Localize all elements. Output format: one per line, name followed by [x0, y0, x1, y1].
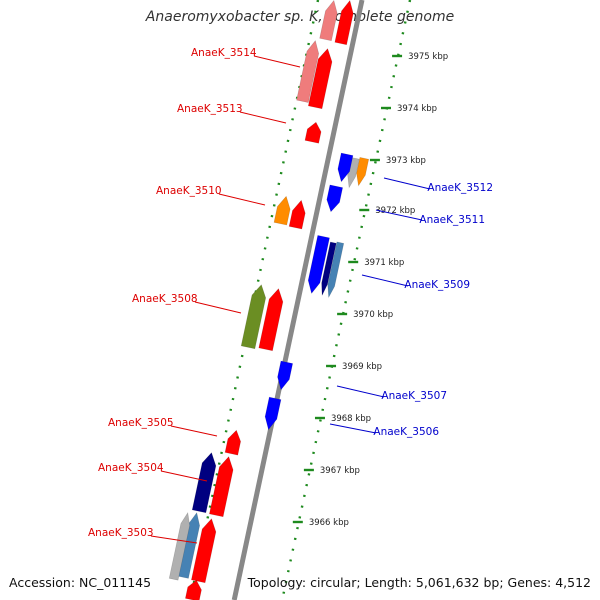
gene-segment-silver-3503	[168, 511, 190, 581]
gene-AnaeK_3513[interactable]	[304, 121, 323, 144]
gene-segment-steel-3509	[327, 241, 345, 299]
gene-label-AnaeK_3514[interactable]: AnaeK_3514	[191, 47, 257, 59]
leader-line-AnaeK_3503	[150, 535, 198, 544]
gene-label-AnaeK_3510[interactable]: AnaeK_3510	[156, 185, 222, 197]
ruler-tick-label: 3972 kbp	[375, 206, 415, 216]
ruler-tick-label: 3975 kbp	[408, 52, 448, 62]
leader-line-AnaeK_3505	[170, 425, 218, 437]
gene-label-AnaeK_3509[interactable]: AnaeK_3509	[404, 279, 470, 291]
gene-AnaeK_3504-red	[209, 456, 234, 518]
backbone-line	[231, 0, 365, 600]
genome-backbone	[231, 0, 365, 600]
leader-line-AnaeK_3510	[218, 193, 266, 206]
gene-AnaeK_3510-red[interactable]	[288, 199, 308, 230]
ruler-tick-label: 3966 kbp	[309, 518, 349, 528]
gene-segment-pink-b	[319, 0, 338, 42]
gene-label-AnaeK_3508[interactable]: AnaeK_3508	[132, 293, 198, 305]
gene-label-AnaeK_3503[interactable]: AnaeK_3503	[88, 527, 154, 539]
gene-labels: AnaeK_3514 AnaeK_3513 AnaeK_3512 AnaeK_3511…	[88, 47, 493, 544]
gene-AnaeK_3508[interactable]	[240, 283, 268, 350]
gene-AnaeK_3510	[273, 195, 291, 226]
ruler-tick-label: 3967 kbp	[320, 466, 360, 476]
ruler-tick-label: 3968 kbp	[331, 414, 371, 424]
leader-line-AnaeK_3508	[194, 301, 242, 314]
gene-label-AnaeK_3513[interactable]: AnaeK_3513	[177, 103, 243, 115]
gene-segment-pink-a	[296, 40, 320, 103]
leader-line-AnaeK_3504	[160, 470, 208, 482]
gene-AnaeK_3505[interactable]	[224, 429, 243, 456]
leader-line-AnaeK_3512	[383, 177, 431, 190]
accession-text: Accession: NC_011145	[9, 575, 152, 590]
gene-label-AnaeK_3512[interactable]: AnaeK_3512	[427, 182, 493, 194]
gene-segment-blue-3512	[337, 152, 354, 183]
leader-line-AnaeK_3507	[336, 385, 385, 398]
gene-AnaeK_3514[interactable]	[307, 47, 334, 110]
leader-line-AnaeK_3509	[361, 274, 409, 287]
ruler-tick-label: 3970 kbp	[353, 310, 393, 320]
map-title: Anaeromyxobacter sp. K, complete genome	[145, 9, 455, 25]
position-ruler: 3975 kbp 3974 kbp 3973 kbp 3972 kbp 3971 kbp…	[292, 52, 448, 528]
gene-label-AnaeK_3506[interactable]: AnaeK_3506	[373, 426, 439, 438]
gene-label-AnaeK_3511[interactable]: AnaeK_3511	[419, 214, 485, 226]
gene-AnaeK_3507[interactable]	[275, 360, 294, 391]
ruler-tick-label: 3969 kbp	[342, 362, 382, 372]
gene-features	[168, 0, 370, 600]
gene-AnaeK_3508-red	[258, 288, 284, 352]
ruler-tick-label: 3973 kbp	[386, 156, 426, 166]
leader-line-AnaeK_3513	[239, 111, 287, 124]
gene-label-AnaeK_3507[interactable]: AnaeK_3507	[381, 390, 447, 402]
gene-AnaeK_3503-red	[191, 518, 217, 584]
gene-AnaeK_3512[interactable]	[354, 157, 370, 187]
gene-AnaeK_3504[interactable]	[191, 451, 218, 514]
gene-AnaeK_3511[interactable]	[325, 184, 344, 213]
gene-label-AnaeK_3505[interactable]: AnaeK_3505	[108, 417, 174, 429]
ruler-tick-label: 3974 kbp	[397, 104, 437, 114]
gene-AnaeK_3514-upstream	[334, 0, 354, 46]
leader-line-AnaeK_3506	[329, 423, 377, 434]
gene-segment-red-bottom	[185, 579, 202, 600]
leader-line-AnaeK_3514	[253, 55, 301, 68]
gene-segment-navy-3509	[321, 241, 337, 296]
genome-summary-text: Topology: circular; Length: 5,061,632 bp…	[247, 575, 591, 590]
gene-label-AnaeK_3504[interactable]: AnaeK_3504	[98, 462, 164, 474]
gene-AnaeK_3509[interactable]	[306, 235, 330, 295]
gene-AnaeK_3506[interactable]	[263, 396, 282, 431]
ruler-tick-label: 3971 kbp	[364, 258, 404, 268]
leader-line-AnaeK_3511	[375, 209, 423, 221]
